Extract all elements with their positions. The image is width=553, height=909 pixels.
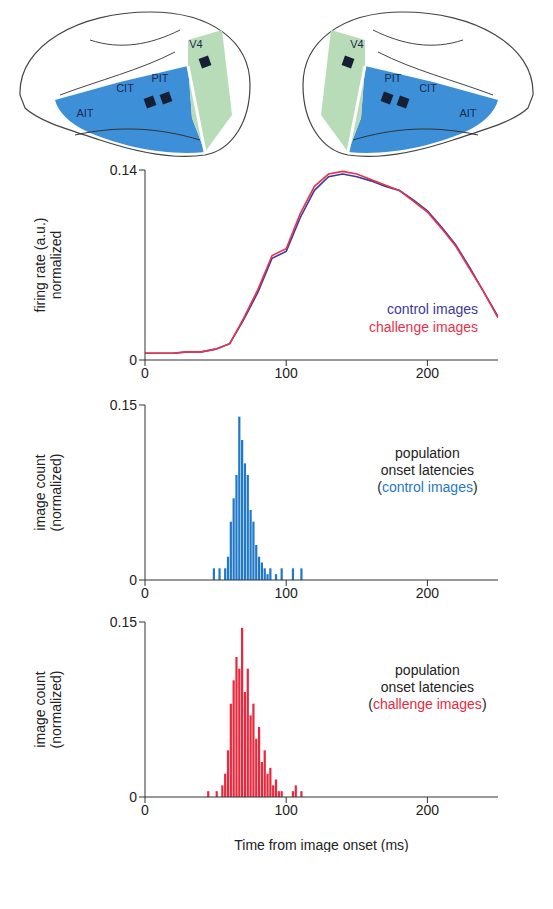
svg-text:populationonset latencies(cont: populationonset latencies(control images… bbox=[377, 445, 477, 495]
svg-text:0: 0 bbox=[141, 585, 149, 601]
svg-text:V4: V4 bbox=[189, 38, 202, 50]
svg-text:populationonset latencies(chal: populationonset latencies(challenge imag… bbox=[368, 662, 486, 712]
svg-text:V4: V4 bbox=[350, 38, 363, 50]
svg-text:AIT: AIT bbox=[76, 107, 93, 119]
svg-text:0: 0 bbox=[129, 352, 137, 368]
svg-text:0.15: 0.15 bbox=[110, 397, 137, 413]
svg-text:100: 100 bbox=[275, 802, 299, 818]
svg-text:0: 0 bbox=[141, 365, 149, 381]
svg-text:200: 200 bbox=[416, 585, 440, 601]
svg-text:CIT: CIT bbox=[419, 82, 437, 94]
svg-text:0: 0 bbox=[129, 789, 137, 805]
svg-text:200: 200 bbox=[416, 365, 440, 381]
svg-text:firing rate (a.u.)normalized: firing rate (a.u.)normalized bbox=[32, 218, 64, 313]
svg-text:0: 0 bbox=[129, 572, 137, 588]
svg-text:Time from image onset (ms): Time from image onset (ms) bbox=[234, 837, 409, 852]
svg-text:image count(normalized): image count(normalized) bbox=[32, 671, 64, 749]
svg-text:PIT: PIT bbox=[151, 72, 168, 84]
svg-text:0: 0 bbox=[141, 802, 149, 818]
svg-text:100: 100 bbox=[275, 585, 299, 601]
svg-text:control images: control images bbox=[387, 301, 478, 317]
svg-text:CIT: CIT bbox=[116, 82, 134, 94]
svg-text:0.15: 0.15 bbox=[110, 614, 137, 630]
svg-text:image count(normalized): image count(normalized) bbox=[32, 454, 64, 532]
svg-text:AIT: AIT bbox=[459, 107, 476, 119]
svg-text:challenge images: challenge images bbox=[369, 319, 478, 335]
svg-text:PIT: PIT bbox=[384, 72, 401, 84]
svg-text:200: 200 bbox=[416, 802, 440, 818]
svg-text:0.14: 0.14 bbox=[110, 162, 137, 178]
svg-text:100: 100 bbox=[275, 365, 299, 381]
